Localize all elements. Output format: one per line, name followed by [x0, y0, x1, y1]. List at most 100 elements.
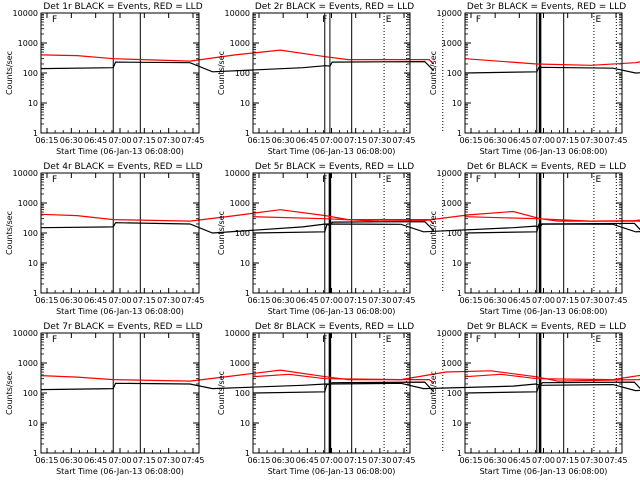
y-tick-label: 10 — [240, 99, 250, 108]
x-tick-label: 06:30 — [272, 136, 295, 145]
marker-e: E — [596, 175, 602, 185]
x-tick-label: 07:15 — [133, 136, 156, 145]
marker-f: F — [52, 15, 57, 25]
x-axis-label: Start Time (06-Jan-13 06:08:00) — [56, 467, 184, 476]
x-axis-label: Start Time (06-Jan-13 06:08:00) — [56, 147, 184, 156]
panel-title: Det 1r BLACK = Events, RED = LLD — [43, 2, 202, 12]
x-tick-label: 06:30 — [60, 136, 83, 145]
x-tick-label: 07:00 — [320, 296, 343, 305]
x-tick-label: 07:15 — [133, 456, 156, 465]
x-tick-label: 07:15 — [344, 456, 367, 465]
x-tick-label: 06:30 — [484, 456, 507, 465]
x-tick-label: 07:00 — [320, 136, 343, 145]
series-events — [464, 223, 640, 234]
x-tick-label: 07:45 — [181, 136, 204, 145]
x-tick-label: 06:30 — [272, 456, 295, 465]
x-tick-label: 06:45 — [508, 296, 531, 305]
x-tick-label: 07:30 — [157, 456, 180, 465]
plot-frame — [464, 172, 623, 294]
x-tick-label: 07:15 — [344, 296, 367, 305]
y-tick-label: 10000 — [437, 329, 462, 338]
marker-e: E — [386, 15, 392, 25]
x-tick-label: 07:45 — [604, 136, 627, 145]
x-tick-label: 07:30 — [580, 136, 603, 145]
y-tick-label: 1 — [457, 129, 462, 138]
y-tick-label: 1000 — [230, 359, 250, 368]
marker-f: F — [52, 175, 57, 185]
x-tick-label: 07:15 — [133, 296, 156, 305]
x-tick-label: 07:45 — [604, 296, 627, 305]
y-tick-label: 1000 — [18, 199, 38, 208]
y-tick-label: 1 — [245, 289, 250, 298]
marker-e: E — [386, 175, 392, 185]
x-tick-label: 06:45 — [508, 456, 531, 465]
panel-title: Det 3r BLACK = Events, RED = LLD — [467, 2, 626, 12]
y-tick-label: 1 — [33, 449, 38, 458]
plot-frame — [40, 12, 200, 134]
x-tick-label: 07:15 — [556, 296, 579, 305]
x-tick-label: 06:45 — [84, 456, 107, 465]
series-events — [464, 383, 640, 394]
x-tick-label: 07:15 — [556, 136, 579, 145]
marker-f: F — [476, 15, 481, 25]
x-tick-label: 06:30 — [60, 456, 83, 465]
y-tick-label: 10 — [240, 419, 250, 428]
x-tick-label: 07:15 — [556, 456, 579, 465]
plot-frame — [40, 332, 200, 454]
x-tick-label: 06:45 — [84, 136, 107, 145]
panel-det-2: Det 2r BLACK = Events, RED = LLD11010010… — [217, 2, 617, 156]
y-tick-label: 10000 — [225, 329, 250, 338]
series-lld — [40, 209, 435, 225]
x-tick-label: 06:45 — [84, 296, 107, 305]
panel-det-9: Det 9r BLACK = Events, RED = LLD 1 10 100 10… — [429, 322, 640, 476]
y-axis-label: Counts/sec — [429, 211, 438, 255]
x-axis-label: Start Time (06-Jan-13 06:08:00) — [268, 147, 396, 156]
x-tick-label: 06:15 — [459, 456, 482, 465]
x-tick-label: 07:00 — [108, 456, 131, 465]
x-tick-label: 06:15 — [247, 136, 270, 145]
y-axis-label: Counts/sec — [429, 51, 438, 95]
x-tick-label: 07:00 — [108, 296, 131, 305]
x-axis-label: Start Time (06-Jan-13 06:08:00) — [56, 307, 184, 316]
y-tick-label: 1 — [33, 129, 38, 138]
x-axis-label: Start Time (06-Jan-13 06:08:00) — [268, 467, 396, 476]
x-tick-label: 07:30 — [157, 136, 180, 145]
panel-title: Det 5r BLACK = Events, RED = LLD — [255, 162, 414, 172]
x-tick-label: 07:00 — [320, 456, 343, 465]
series-events — [40, 220, 435, 234]
panel-title: Det 6r BLACK = Events, RED = LLD — [467, 162, 626, 172]
x-tick-label: 07:45 — [392, 136, 415, 145]
x-tick-label: 06:30 — [60, 296, 83, 305]
x-tick-label: 07:45 — [392, 456, 415, 465]
series-lld — [464, 58, 640, 66]
x-tick-label: 07:00 — [532, 296, 555, 305]
x-tick-label: 06:15 — [35, 456, 58, 465]
plot-frame — [252, 12, 411, 134]
marker-f: F — [322, 175, 327, 185]
x-axis-label: Start Time (06-Jan-13 06:08:00) — [480, 467, 608, 476]
series-lld — [464, 216, 640, 222]
y-tick-label: 10 — [28, 259, 38, 268]
y-tick-label: 100 — [447, 69, 462, 78]
y-tick-label: 100 — [23, 69, 38, 78]
y-tick-label: 10000 — [13, 329, 38, 338]
x-tick-label: 07:45 — [181, 296, 204, 305]
y-tick-label: 10000 — [13, 169, 38, 178]
plot-frame — [40, 172, 200, 294]
panel-det-1: Det 1r BLACK = Events, RED = LLD11010010… — [5, 2, 444, 156]
x-tick-label: 07:30 — [368, 456, 391, 465]
y-tick-label: 10000 — [225, 169, 250, 178]
x-tick-label: 06:45 — [296, 456, 319, 465]
series-events — [464, 66, 640, 74]
y-axis-label: Counts/sec — [217, 211, 226, 255]
x-tick-label: 06:30 — [484, 296, 507, 305]
y-axis-label: Counts/sec — [5, 371, 14, 415]
y-tick-label: 100 — [23, 389, 38, 398]
y-tick-label: 100 — [235, 229, 250, 238]
x-axis-label: Start Time (06-Jan-13 06:08:00) — [480, 147, 608, 156]
y-tick-label: 10 — [452, 419, 462, 428]
x-tick-label: 07:00 — [108, 136, 131, 145]
y-tick-label: 100 — [447, 389, 462, 398]
y-tick-label: 10000 — [437, 9, 462, 18]
x-tick-label: 06:15 — [247, 456, 270, 465]
